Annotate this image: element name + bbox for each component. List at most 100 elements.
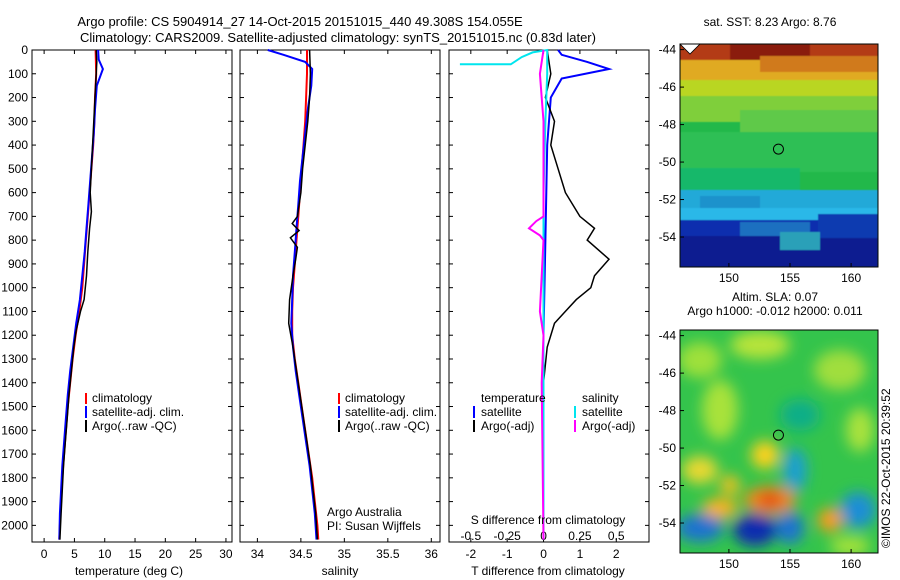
series-line-argo-raw-qc- xyxy=(287,49,319,540)
sst-map-title: sat. SST: 8.23 Argo: 8.76 xyxy=(704,15,837,29)
map-y-tick-label: -44 xyxy=(659,329,677,343)
depth-tick-label: 1700 xyxy=(1,447,28,461)
temperature-xlabel: temperature (deg C) xyxy=(75,564,183,578)
s-tick-label: -0.5 xyxy=(460,529,481,543)
x-tick-label: -2 xyxy=(465,547,476,561)
x-tick-label: 5 xyxy=(71,547,78,561)
x-tick-label: -1 xyxy=(502,547,513,561)
salinity-x-axis: 34 34.5 35 35.5 36 xyxy=(251,50,438,561)
argo-position-marker xyxy=(772,429,784,441)
x-tick-label: 35.5 xyxy=(376,547,400,561)
argo-position-marker xyxy=(772,143,784,155)
sst-map-frame xyxy=(679,43,879,268)
series-line-climatology xyxy=(58,49,98,540)
depth-tick-label: 300 xyxy=(8,114,28,128)
x-tick-label: 15 xyxy=(128,547,142,561)
depth-tick-label: 800 xyxy=(8,233,28,247)
imos-watermark: ©IMOS 22-Oct-2015 20:39:52 xyxy=(879,388,893,548)
series-line-temperature-satellite xyxy=(542,49,613,540)
salinity-panel: 34 34.5 35 35.5 36 salinity climatology sate… xyxy=(239,49,441,578)
legend-label-argo: Argo(..raw -QC) xyxy=(345,419,430,433)
legend-label-satellite: satellite-adj. clim. xyxy=(92,405,184,419)
depth-tick-label: 1100 xyxy=(2,304,28,318)
x-tick-label: 0 xyxy=(540,547,547,561)
x-tick-label: 20 xyxy=(159,547,173,561)
difference-series xyxy=(459,48,613,540)
map-y-tick-label: -50 xyxy=(659,155,677,169)
map-y-tick-label: -46 xyxy=(659,366,677,380)
sst-map-panel: sat. SST: 8.23 Argo: 8.76 xyxy=(659,15,879,285)
depth-tick-label: 1000 xyxy=(1,281,28,295)
series-line-temperature-argo-adj- xyxy=(542,49,611,540)
depth-axis: 0 100 200 300 400 500 600 700 800 900 1000 1100 1200… xyxy=(1,43,232,532)
difference-depth-ticks xyxy=(449,49,649,526)
sla-map-title-line1: Altim. SLA: 0.07 xyxy=(732,290,818,304)
x-tick-label: 1 xyxy=(577,547,584,561)
depth-tick-label: 400 xyxy=(8,138,28,152)
map-y-tick-label: -48 xyxy=(659,118,677,132)
map-y-tick-label: -48 xyxy=(659,404,677,418)
depth-tick-label: 200 xyxy=(8,91,28,105)
depth-tick-label: 1900 xyxy=(1,495,28,509)
map-x-tick-label: 155 xyxy=(780,271,800,285)
difference-panel: -2 -1 0 1 2-0.5 -0.25 0 0.25 0.5 T difference fr… xyxy=(448,48,650,578)
difference-xlabel: T difference from climatology xyxy=(471,564,625,578)
salinity-depth-ticks xyxy=(240,49,440,526)
legend-title-salinity: salinity xyxy=(582,391,619,405)
map-y-tick-label: -46 xyxy=(659,80,677,94)
annotation-pi: PI: Susan Wijffels xyxy=(327,519,421,533)
series-line-salinity-argo-adj- xyxy=(527,49,545,540)
sla-map-axes: 150 155 160 -44 -46 -48 -50 -52 -54 xyxy=(659,329,862,571)
depth-tick-label: 900 xyxy=(8,257,28,271)
series-line-salinity-satellite xyxy=(459,48,549,540)
map-y-tick-label: -52 xyxy=(659,193,677,207)
map-x-tick-label: 150 xyxy=(719,271,739,285)
difference-axes-frame xyxy=(448,49,650,543)
series-line-argo-raw-qc- xyxy=(59,49,98,540)
series-line-satellite-adj-clim- xyxy=(267,49,318,540)
depth-tick-label: 2000 xyxy=(1,518,28,532)
sla-map-frame xyxy=(679,329,879,554)
x-tick-label: 2 xyxy=(613,547,620,561)
x-tick-label: 34 xyxy=(251,547,265,561)
depth-tick-label: 0 xyxy=(21,43,28,57)
depth-tick-label: 100 xyxy=(8,67,28,81)
difference-xlabel-top: S difference from climatology xyxy=(471,513,626,527)
depth-tick-label: 500 xyxy=(8,162,28,176)
temperature-axes-frame xyxy=(31,49,233,543)
salinity-series xyxy=(267,49,320,540)
difference-x-axis: -2 -1 0 1 2-0.5 -0.25 0 0.25 0.5 xyxy=(460,50,625,561)
annotation-argo-australia: Argo Australia xyxy=(327,505,402,519)
salinity-legend: climatology satellite-adj. clim. Argo(..… xyxy=(338,391,437,433)
depth-tick-label: 1500 xyxy=(1,400,28,414)
legend-label-sal-argo: Argo(-adj) xyxy=(582,419,635,433)
map-x-tick-label: 160 xyxy=(841,557,861,571)
x-tick-label: 25 xyxy=(189,547,203,561)
sst-map-axes: 150 155 160 -44 -46 -48 -50 -52 -54 xyxy=(659,43,862,285)
legend-label-temp-argo: Argo(-adj) xyxy=(481,419,534,433)
s-tick-label: -0.25 xyxy=(494,529,522,543)
map-x-tick-label: 155 xyxy=(780,557,800,571)
x-tick-label: 34.5 xyxy=(289,547,313,561)
map-x-tick-label: 160 xyxy=(841,271,861,285)
sla-map-title-line2: Argo h1000: -0.012 h2000: 0.011 xyxy=(687,304,863,318)
legend-label-sal-satellite: satellite xyxy=(582,405,623,419)
map-y-tick-label: -50 xyxy=(659,441,677,455)
depth-tick-label: 1200 xyxy=(1,328,28,342)
legend-title-temperature: temperature xyxy=(481,391,546,405)
s-tick-label: 0.25 xyxy=(568,529,592,543)
difference-legend-temperature: temperature satellite Argo(-adj) xyxy=(473,391,546,433)
depth-tick-label: 600 xyxy=(8,186,28,200)
legend-label-climatology: climatology xyxy=(92,391,152,405)
depth-tick-label: 1600 xyxy=(1,423,28,437)
difference-legend-salinity: salinity satellite Argo(-adj) xyxy=(574,391,635,433)
sla-map-panel: Altim. SLA: 0.07 Argo h1000: -0.012 h200… xyxy=(659,290,893,571)
map-y-tick-label: -52 xyxy=(659,479,677,493)
legend-label-climatology: climatology xyxy=(345,391,405,405)
temperature-panel: 0100200300400500600700800900100011001200… xyxy=(1,43,233,578)
salinity-axes-frame xyxy=(239,49,441,543)
depth-tick-label: 1400 xyxy=(1,376,28,390)
x-tick-label: 0 xyxy=(41,547,48,561)
series-line-climatology xyxy=(291,50,320,540)
